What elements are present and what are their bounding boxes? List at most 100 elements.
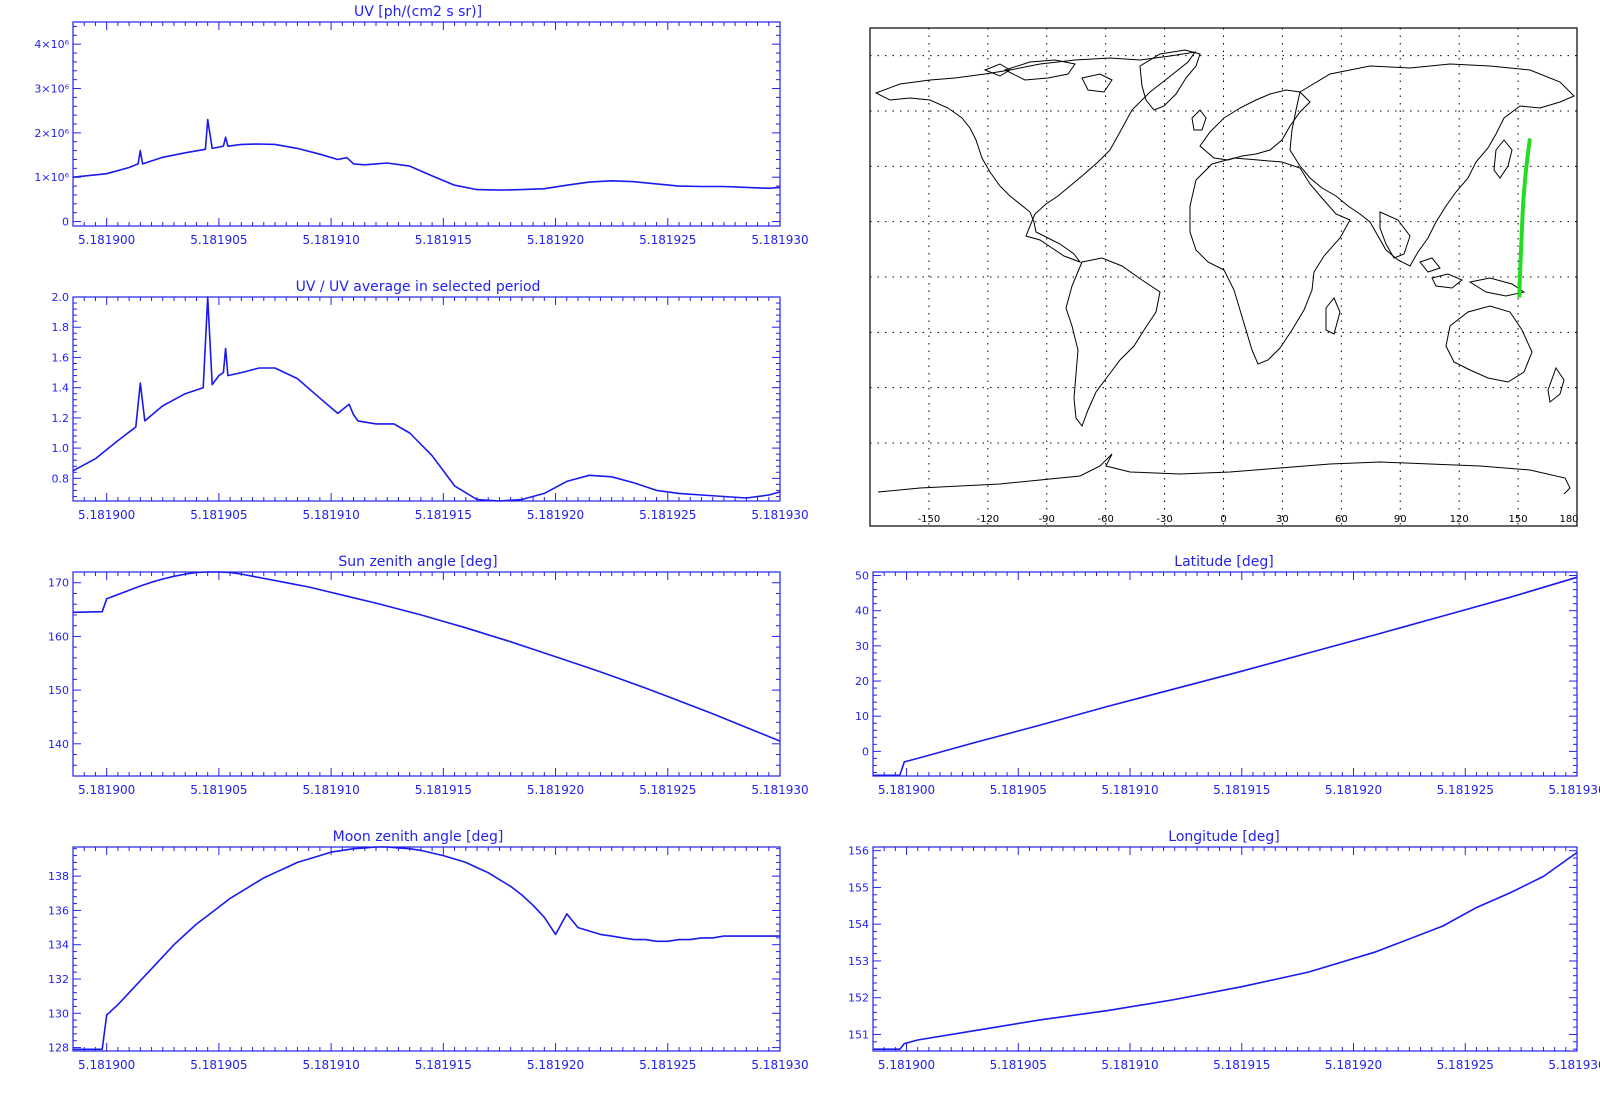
plot-frame-lon <box>872 846 1578 1052</box>
continent-south-america <box>1065 257 1161 428</box>
y-tick-label: 50 <box>855 570 869 583</box>
map-xtick-label: 90 <box>1394 514 1407 525</box>
x-tick-label: 5.181900 <box>78 1058 135 1072</box>
y-tick-label: 160 <box>48 630 69 643</box>
lat-title: Latitude [deg] <box>1174 554 1273 570</box>
plot-lon: 5.181900 5.181905 5.181910 5.181915 5.181920… <box>848 845 1600 1072</box>
y-tick-label: 1.4 <box>52 382 70 395</box>
y-tick-label: 156 <box>848 845 869 858</box>
y-tick-label: 152 <box>848 992 869 1005</box>
x-tick-label: 5.181915 <box>1213 1058 1270 1072</box>
y-tick-label: 0.8 <box>52 472 70 485</box>
map-xtick-label: 180 <box>1559 514 1578 525</box>
series-line-uv <box>72 118 781 191</box>
plot-lat: 5.181900 5.181905 5.181910 5.181915 5.181920… <box>855 570 1600 797</box>
panel-world-map: -150 -120 -90 -60 -30 0 30 60 90 120 150 180 <box>869 27 1579 527</box>
x-tick-label: 5.181925 <box>639 508 696 522</box>
greenland <box>1139 49 1201 111</box>
x-tick-label: 5.181905 <box>990 783 1047 797</box>
x-tick-label: 5.181925 <box>639 783 696 797</box>
x-tick-label: 5.181930 <box>751 233 808 247</box>
y-tick-label: 153 <box>848 955 869 968</box>
sunzen-title: Sun zenith angle [deg] <box>338 554 497 570</box>
x-tick-label: 5.181900 <box>78 508 135 522</box>
continent-africa <box>1189 157 1351 365</box>
lon-title: Longitude [deg] <box>1168 829 1279 845</box>
x-tick-label: 5.181930 <box>751 783 808 797</box>
x-tick-label: 5.181925 <box>639 233 696 247</box>
british-isles <box>1191 109 1207 131</box>
y-tick-label: 1.8 <box>52 321 70 334</box>
map-xtick-label: 30 <box>1276 514 1289 525</box>
x-tick-label: 5.181905 <box>190 233 247 247</box>
new-zealand <box>1547 366 1565 403</box>
map-xtick-label: -120 <box>976 514 999 525</box>
moonzen-title: Moon zenith angle [deg] <box>333 829 504 845</box>
y-tick-label: 0 <box>62 216 69 229</box>
series-line-lat <box>873 576 1578 777</box>
uv-title: UV [ph/(cm2 s sr)] <box>354 4 482 20</box>
y-tick-label: 1.6 <box>52 351 70 364</box>
y-tick-label: 1.2 <box>52 412 70 425</box>
plot-frame-uvratio <box>72 296 781 502</box>
x-tick-label: 5.181910 <box>302 783 359 797</box>
y-tick-label: 138 <box>48 870 69 883</box>
maritime-southeast-asia <box>1419 257 1526 297</box>
panel-latitude: Latitude [deg] <box>1174 554 1273 570</box>
plot-frame-moonzen <box>72 846 781 1052</box>
series-line-uvratio <box>72 296 781 502</box>
panel-uv-ratio: UV / UV average in selected period <box>296 279 541 295</box>
x-tick-label: 5.181930 <box>751 1058 808 1072</box>
x-tick-label: 5.181910 <box>302 1058 359 1072</box>
x-tick-label: 5.181905 <box>190 508 247 522</box>
continent-north-america <box>874 51 1197 264</box>
madagascar <box>1325 297 1341 335</box>
map-xtick-label: -30 <box>1156 514 1172 525</box>
plot-frame-lat <box>872 571 1578 777</box>
continent-europe <box>1199 89 1311 161</box>
x-tick-label: 5.181920 <box>527 233 584 247</box>
x-tick-label: 5.181930 <box>1548 1058 1600 1072</box>
x-tick-label: 5.181925 <box>1437 783 1494 797</box>
map-xtick-label: -150 <box>918 514 941 525</box>
continent-australia <box>1445 305 1533 383</box>
arctic-islands <box>983 59 1113 93</box>
x-tick-label: 5.181915 <box>415 508 472 522</box>
x-tick-label: 5.181905 <box>190 1058 247 1072</box>
panel-longitude: Longitude [deg] <box>1168 829 1279 845</box>
y-tick-label: 128 <box>48 1042 69 1055</box>
x-tick-label: 5.181905 <box>990 1058 1047 1072</box>
map-xtick-labels: -150 -120 -90 -60 -30 0 30 60 90 120 150 180 <box>918 514 1579 525</box>
x-tick-label: 5.181905 <box>190 783 247 797</box>
x-tick-label: 5.181910 <box>302 233 359 247</box>
panel-uv: UV [ph/(cm2 s sr)] <box>354 4 482 20</box>
map-xtick-label: -60 <box>1097 514 1113 525</box>
x-tick-label: 5.181915 <box>415 1058 472 1072</box>
y-tick-label: 2.0 <box>52 291 70 304</box>
x-tick-label: 5.181920 <box>527 783 584 797</box>
plot-uv: 5.181900 5.181905 5.181910 5.181915 5.181920… <box>34 21 809 247</box>
y-tick-label: 130 <box>48 1007 69 1020</box>
x-tick-label: 5.181925 <box>1437 1058 1494 1072</box>
line-plots: 5.181900 5.181905 5.181910 5.181915 5.181920… <box>34 21 1600 1072</box>
y-tick-label: 136 <box>48 904 69 917</box>
india <box>1379 211 1411 259</box>
x-tick-label: 5.181925 <box>639 1058 696 1072</box>
map-continents <box>874 49 1575 495</box>
map-xtick-label: 60 <box>1335 514 1348 525</box>
x-tick-label: 5.181910 <box>1101 783 1158 797</box>
y-tick-label: 140 <box>48 738 69 751</box>
y-tick-label: 132 <box>48 973 69 986</box>
panel-sun-zenith: Sun zenith angle [deg] <box>338 554 497 570</box>
y-tick-label: 40 <box>855 605 869 618</box>
series-line-lon <box>873 851 1578 1050</box>
y-tick-label: 151 <box>848 1028 869 1041</box>
map-xtick-label: 150 <box>1509 514 1528 525</box>
map-xtick-label: -90 <box>1039 514 1055 525</box>
y-tick-label: 170 <box>48 577 69 590</box>
x-tick-label: 5.181920 <box>1325 783 1382 797</box>
y-tick-label: 4×10⁶ <box>34 38 69 51</box>
panel-moon-zenith: Moon zenith angle [deg] <box>333 829 504 845</box>
y-tick-label: 2×10⁶ <box>34 127 69 140</box>
y-tick-label: 1.0 <box>52 442 70 455</box>
